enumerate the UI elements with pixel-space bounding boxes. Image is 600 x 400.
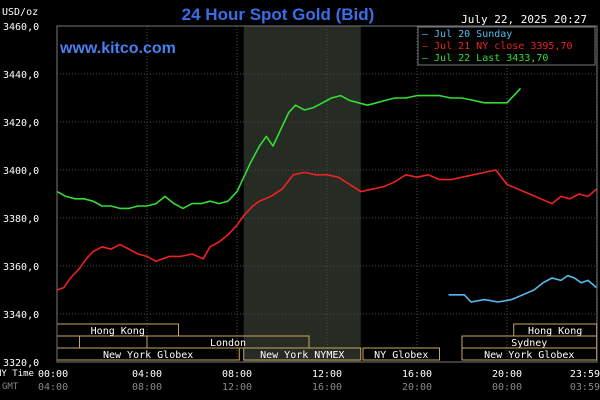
x-tick-label-ny: 00:00 <box>38 369 68 380</box>
x-tick-label-gmt: 08:00 <box>132 382 162 393</box>
x-tick-label-ny: 12:00 <box>312 369 342 380</box>
legend-entry: — Jul 20 Sunday <box>422 29 512 40</box>
y-axis-unit: USD/oz <box>2 7 38 18</box>
chart-timestamp: July 22, 2025 20:27 <box>461 13 587 26</box>
session-label: Hong Kong <box>91 326 145 337</box>
y-tick-label: 3460,0 <box>3 22 39 33</box>
legend-entry: — Jul 21 NY close 3395,70 <box>422 41 573 52</box>
session-label: New York Globex <box>484 350 574 361</box>
plot-area: 3320,0 3340,0 3360,0 3380,0 3400,0 3420,0 3440… <box>3 22 600 393</box>
session-bar <box>56 335 80 349</box>
nymex-session-shade <box>243 26 361 362</box>
session-bar: Hong Kong <box>513 323 598 337</box>
session-bar: New York Globex <box>56 347 240 361</box>
y-tick-label: 3320,0 <box>3 358 39 369</box>
x-tick-label-gmt: 00:00 <box>492 382 522 393</box>
x-tick-label-gmt: 20:00 <box>402 382 432 393</box>
session-label: London <box>210 338 246 349</box>
session-label: New York NYMEX <box>260 350 344 361</box>
y-tick-label: 3380,0 <box>3 214 39 225</box>
x-tick-label-gmt: 16:00 <box>312 382 342 393</box>
x-tick-label-ny: 16:00 <box>402 369 432 380</box>
series-line <box>448 274 598 303</box>
x-tick-label-ny: 04:00 <box>132 369 162 380</box>
session-label: New York Globex <box>103 350 193 361</box>
session-bar: Hong Kong <box>56 323 179 337</box>
session-label: NY Globex <box>374 350 428 361</box>
plot-border <box>56 25 598 363</box>
x-tick-label-ny: 08:00 <box>222 369 252 380</box>
x-tick-label-gmt: 12:00 <box>222 382 252 393</box>
series-line <box>56 169 598 291</box>
y-tick-label: 3440,0 <box>3 70 39 81</box>
x-tick-label-ny: 20:00 <box>492 369 522 380</box>
x-tick-label-gmt: 04:00 <box>38 382 68 393</box>
session-label: Sydney <box>511 338 547 349</box>
x-axis-label-gmt: GMT <box>2 382 19 392</box>
x-axis-label-ny: NY Time <box>0 369 34 379</box>
x-tick-label-ny: 23:59 <box>570 369 600 380</box>
y-tick-label: 3340,0 <box>3 310 39 321</box>
y-tick-label: 3360,0 <box>3 262 39 273</box>
legend: — Jul 20 Sunday— Jul 21 NY close 3395,70… <box>417 26 596 66</box>
session-bar: New York NYMEX <box>243 347 362 361</box>
x-tick-label-gmt: 03:59 <box>570 382 600 393</box>
legend-entry: — Jul 22 Last 3433,70 <box>422 53 548 64</box>
y-tick-label: 3400,0 <box>3 166 39 177</box>
session-bar-box <box>56 335 80 349</box>
session-label: Hong Kong <box>528 326 582 337</box>
legend-box <box>417 26 596 66</box>
watermark: www.kitco.com <box>59 40 176 57</box>
y-tick-label: 3420,0 <box>3 118 39 129</box>
session-bar: Sydney <box>461 335 598 349</box>
session-bar: New York Globex <box>461 347 598 361</box>
series-line <box>56 87 522 210</box>
session-bar: NY Globex <box>362 347 440 361</box>
session-bar-box <box>243 347 362 361</box>
chart-title: 24 Hour Spot Gold (Bid) <box>182 5 375 24</box>
session-bar-box <box>362 347 440 361</box>
